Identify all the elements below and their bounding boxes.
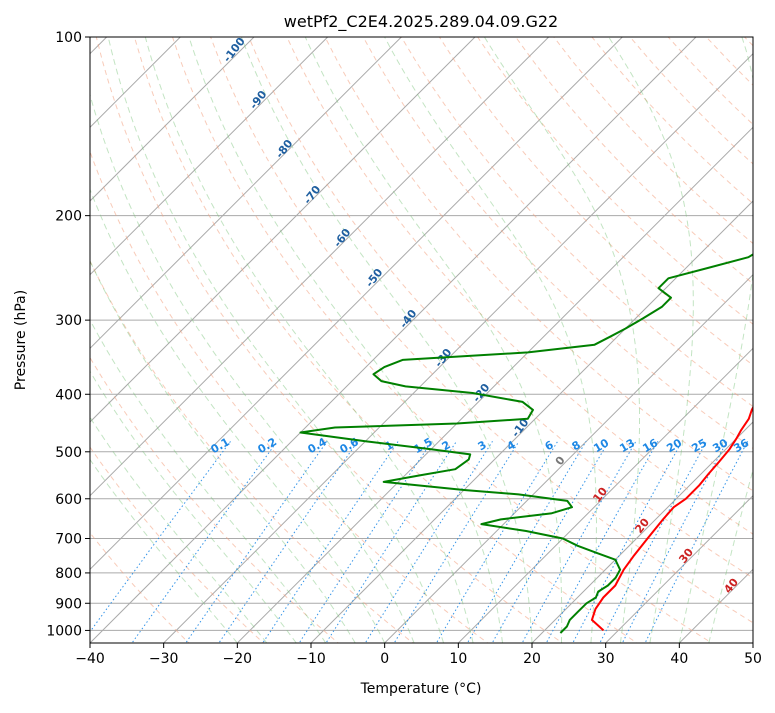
chart-title: wetPf2_C2E4.2025.289.04.09.G22 <box>284 12 558 32</box>
y-tick-label: 100 <box>55 30 82 46</box>
x-tick-label: 10 <box>449 651 467 667</box>
x-tick-label: 50 <box>744 651 762 667</box>
x-tick-label: 20 <box>523 651 541 667</box>
x-tick-label: −20 <box>223 651 253 667</box>
x-tick-label: −30 <box>149 651 179 667</box>
y-tick-label: 400 <box>55 387 82 403</box>
x-tick-label: 0 <box>380 651 389 667</box>
y-tick-label: 500 <box>55 445 82 461</box>
y-tick-label: 1000 <box>46 623 82 639</box>
y-axis-label: Pressure (hPa) <box>13 290 29 390</box>
y-tick-label: 200 <box>55 209 82 225</box>
x-tick-label: −10 <box>296 651 326 667</box>
y-tick-label: 600 <box>55 492 82 508</box>
x-tick-label: 30 <box>597 651 615 667</box>
x-tick-label: −40 <box>75 651 105 667</box>
x-tick-label: 40 <box>670 651 688 667</box>
y-tick-label: 700 <box>55 532 82 548</box>
x-axis-label: Temperature (°C) <box>360 681 482 697</box>
y-tick-label: 900 <box>55 596 82 612</box>
y-tick-label: 300 <box>55 313 82 329</box>
y-tick-label: 800 <box>55 566 82 582</box>
